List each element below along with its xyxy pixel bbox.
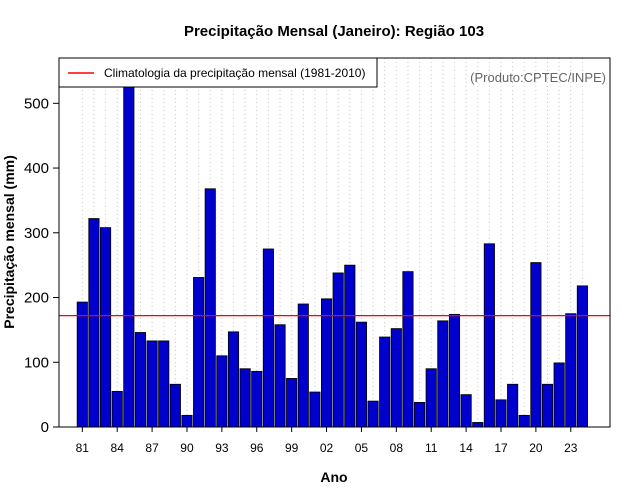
y-tick-label: 0 <box>41 419 49 436</box>
bar-1987 <box>146 340 158 428</box>
bar-2011 <box>425 368 437 428</box>
bar-1982 <box>88 218 100 428</box>
bar-1999 <box>286 378 298 428</box>
bar-1983 <box>100 227 112 428</box>
x-axis: 81 84 87 90 93 96 99 02 05 08 11 14 17 20 23 <box>76 427 578 455</box>
y-axis: 0 100 200 300 400 500 <box>24 95 59 436</box>
bar-2018 <box>507 383 519 428</box>
bar-2008 <box>390 328 402 428</box>
bar-2020 <box>530 262 542 428</box>
bar-2024 <box>576 285 588 428</box>
y-tick-label: 200 <box>24 290 49 307</box>
x-tick-label: 11 <box>425 441 438 455</box>
y-axis-label: Precipitação mensal (mm) <box>1 155 17 329</box>
legend: Climatologia da precipitação mensal (198… <box>58 57 378 88</box>
x-tick-label: 02 <box>320 441 334 455</box>
legend-box <box>58 57 378 88</box>
bar-2006 <box>367 400 379 428</box>
bar-1981 <box>76 301 88 428</box>
x-tick-label: 20 <box>529 441 543 455</box>
bar-1997 <box>262 248 274 428</box>
x-tick-label: 96 <box>250 441 264 455</box>
bar-1990 <box>181 414 193 428</box>
x-tick-label: 08 <box>390 441 404 455</box>
bar-2013 <box>448 313 461 428</box>
bar-1993 <box>216 355 228 428</box>
bar-2001 <box>309 391 321 428</box>
bar-2002 <box>320 298 333 428</box>
bar-2007 <box>379 336 391 428</box>
x-tick-label: 81 <box>76 441 90 455</box>
bar-2016 <box>483 243 495 428</box>
bar-2004 <box>344 264 356 428</box>
bar-1992 <box>204 188 216 428</box>
bar-2000 <box>297 303 309 428</box>
chart-title: Precipitação Mensal (Janeiro): Região 10… <box>184 23 484 40</box>
x-tick-label: 99 <box>285 441 299 455</box>
bar-2023 <box>565 313 577 428</box>
vertical-gridlines <box>81 58 583 427</box>
y-tick-label: 400 <box>24 160 49 177</box>
bar-1996 <box>251 370 263 428</box>
y-tick-label: 500 <box>24 95 49 112</box>
bar-2009 <box>402 271 414 428</box>
bar-1984 <box>111 390 123 428</box>
bar-1985 <box>123 76 135 428</box>
bar-2003 <box>332 272 344 428</box>
bar-2017 <box>495 399 507 428</box>
x-tick-label: 23 <box>564 441 578 455</box>
x-tick-label: 90 <box>180 441 194 455</box>
bar-1989 <box>169 383 181 428</box>
x-tick-label: 87 <box>145 441 159 455</box>
bar-2014 <box>460 394 472 428</box>
x-tick-label: 93 <box>215 441 229 455</box>
bar-2015 <box>472 422 484 428</box>
bar-2010 <box>414 401 426 428</box>
bar-2005 <box>355 321 367 428</box>
bar-2012 <box>437 320 449 428</box>
bar-1994 <box>227 331 240 428</box>
bar-2022 <box>553 362 565 428</box>
bar-2021 <box>541 383 554 428</box>
x-tick-label: 14 <box>459 441 473 455</box>
bar-1986 <box>134 332 147 428</box>
y-tick-label: 300 <box>24 225 49 242</box>
bar-1991 <box>193 277 205 428</box>
bar-2019 <box>518 414 530 428</box>
bar-series <box>76 76 588 428</box>
legend-label: Climatologia da precipitação mensal (198… <box>104 66 365 80</box>
x-axis-label: Ano <box>320 469 347 485</box>
bar-1988 <box>158 340 170 428</box>
y-tick-label: 100 <box>24 354 49 371</box>
bar-1998 <box>274 324 286 428</box>
x-tick-label: 84 <box>111 441 125 455</box>
credit-text: (Produto:CPTEC/INPE) <box>470 70 606 85</box>
bar-1995 <box>239 368 251 428</box>
x-tick-label: 05 <box>355 441 369 455</box>
x-tick-label: 17 <box>494 441 508 455</box>
